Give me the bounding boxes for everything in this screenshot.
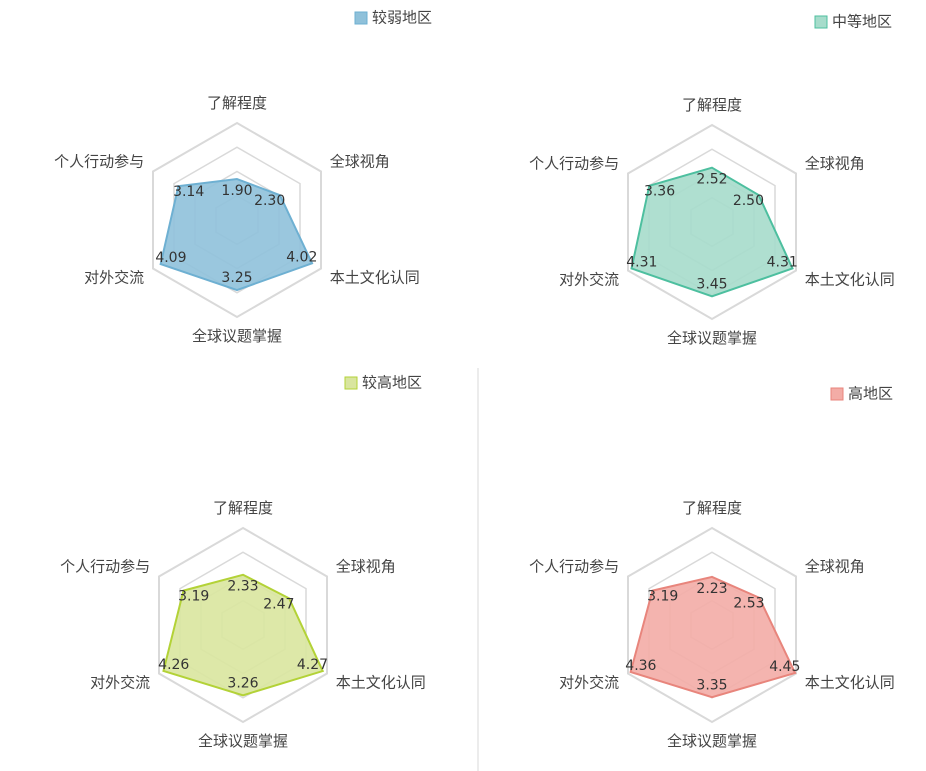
axis-label: 本土文化认同 xyxy=(336,674,426,692)
axis-label: 全球视角 xyxy=(330,152,390,170)
axis-label: 了解程度 xyxy=(682,499,742,517)
axis-label: 本土文化认同 xyxy=(805,674,895,692)
legend-swatch xyxy=(830,387,844,401)
grid-ring xyxy=(179,551,307,699)
legend-swatch xyxy=(354,11,368,25)
radar-area xyxy=(630,166,794,298)
legend-label: 较弱地区 xyxy=(372,9,432,27)
data-label: 4.27 xyxy=(297,657,328,673)
data-label: 4.31 xyxy=(767,255,798,271)
data-label: 2.52 xyxy=(696,172,727,188)
axis-label: 个人行动参与 xyxy=(60,557,150,575)
axis-label: 个人行动参与 xyxy=(529,557,619,575)
data-label: 4.26 xyxy=(158,657,189,673)
data-label: 4.02 xyxy=(286,249,317,265)
data-label: 3.25 xyxy=(221,270,252,286)
axis-label: 对外交流 xyxy=(90,674,150,692)
axis-label: 全球视角 xyxy=(336,557,396,575)
axis-label: 个人行动参与 xyxy=(54,152,144,170)
data-label: 2.23 xyxy=(696,581,727,597)
axis-label: 对外交流 xyxy=(84,269,144,287)
axis-label: 本土文化认同 xyxy=(805,271,895,289)
legend-swatch xyxy=(344,376,358,390)
axis-label: 全球议题掌握 xyxy=(667,329,757,347)
axis-label: 全球议题掌握 xyxy=(192,327,282,345)
data-label: 3.19 xyxy=(178,589,209,605)
data-label: 4.09 xyxy=(155,250,186,266)
radar-area xyxy=(159,178,314,292)
grid-ring xyxy=(173,146,301,294)
axis-label: 全球视角 xyxy=(805,154,865,172)
data-label: 3.26 xyxy=(227,675,258,691)
axis-label: 全球议题掌握 xyxy=(667,732,757,750)
axis-label: 对外交流 xyxy=(559,674,619,692)
axis-label: 了解程度 xyxy=(213,499,273,517)
legend-label: 中等地区 xyxy=(832,13,892,31)
grid-ring xyxy=(626,526,798,724)
axis-label: 全球议题掌握 xyxy=(198,732,288,750)
data-label: 4.36 xyxy=(625,658,656,674)
data-label: 4.45 xyxy=(769,659,800,675)
data-label: 2.50 xyxy=(733,193,764,209)
data-label: 2.33 xyxy=(227,579,258,595)
grid-ring xyxy=(157,526,329,724)
axis-label: 对外交流 xyxy=(559,271,619,289)
data-label: 1.90 xyxy=(221,183,252,199)
axis-label: 本土文化认同 xyxy=(330,269,420,287)
data-label: 2.47 xyxy=(263,596,294,612)
radar-area xyxy=(162,573,325,697)
axis-label: 全球视角 xyxy=(805,557,865,575)
axis-label: 了解程度 xyxy=(682,96,742,114)
data-label: 3.35 xyxy=(696,677,727,693)
axis-label: 个人行动参与 xyxy=(529,154,619,172)
data-label: 2.30 xyxy=(254,193,285,209)
legend-label: 较高地区 xyxy=(362,374,422,392)
data-label: 3.19 xyxy=(647,589,678,605)
legend-swatch xyxy=(814,15,828,29)
grid-ring xyxy=(151,121,323,319)
data-label: 3.45 xyxy=(696,277,727,293)
data-label: 4.31 xyxy=(626,255,657,271)
grid-ring xyxy=(626,123,798,321)
legend-label: 高地区 xyxy=(848,385,893,403)
data-label: 2.53 xyxy=(733,596,764,612)
radar-area xyxy=(629,575,797,699)
data-label: 3.36 xyxy=(644,184,675,200)
data-label: 3.14 xyxy=(173,184,204,200)
axis-label: 了解程度 xyxy=(207,94,267,112)
